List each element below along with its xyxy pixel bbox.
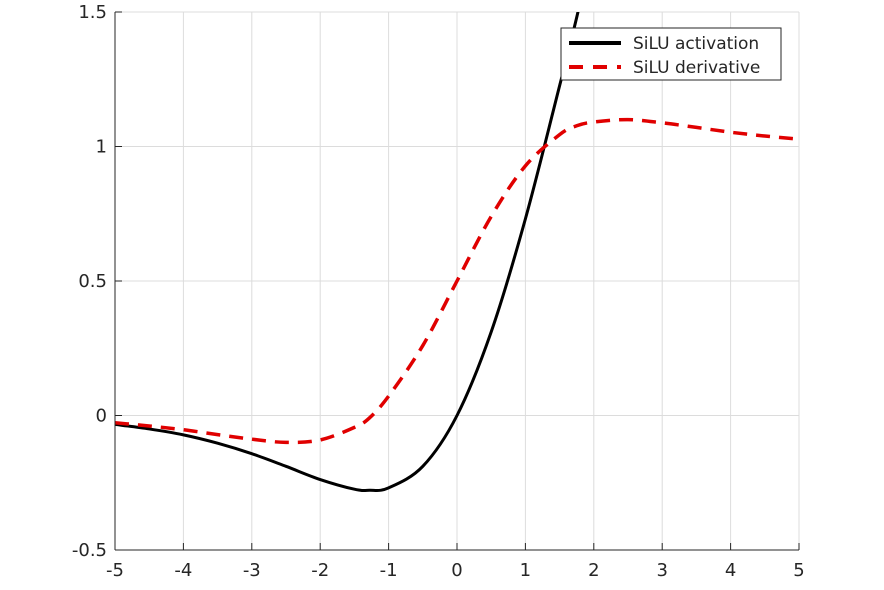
y-tick-label: 0	[96, 406, 107, 427]
axes	[114, 11, 800, 551]
silu-derivative-line	[115, 117, 799, 445]
y-tick-label: 0.5	[78, 271, 107, 292]
y-tick-label: 1.5	[78, 2, 107, 23]
x-tick-label: -1	[380, 560, 398, 581]
x-tick-label: 3	[656, 560, 667, 581]
x-tick-label: 0	[451, 560, 462, 581]
y-tick-label: -0.5	[72, 540, 107, 561]
x-tick-label: 5	[793, 560, 804, 581]
silu-activation-line	[115, 12, 580, 493]
legend-box	[560, 27, 782, 81]
legend: SiLU activation SiLU derivative	[560, 27, 782, 81]
x-tick-label: -2	[311, 560, 329, 581]
legend-label: SiLU activation	[633, 34, 759, 54]
x-tick-label: -4	[174, 560, 192, 581]
tick-labels: -5 -4 -3 -2 -1 0 1 2 3 4 5 -0.5 0 0.5 1 1.5	[72, 2, 805, 581]
x-tick-label: 1	[520, 560, 531, 581]
x-tick-label: -5	[106, 560, 124, 581]
y-tick-label: 1	[96, 137, 107, 158]
x-tick-label: -3	[243, 560, 261, 581]
series-layer	[115, 12, 799, 493]
legend-label: SiLU derivative	[633, 58, 760, 78]
x-tick-label: 2	[588, 560, 599, 581]
x-tick-label: 4	[725, 560, 736, 581]
